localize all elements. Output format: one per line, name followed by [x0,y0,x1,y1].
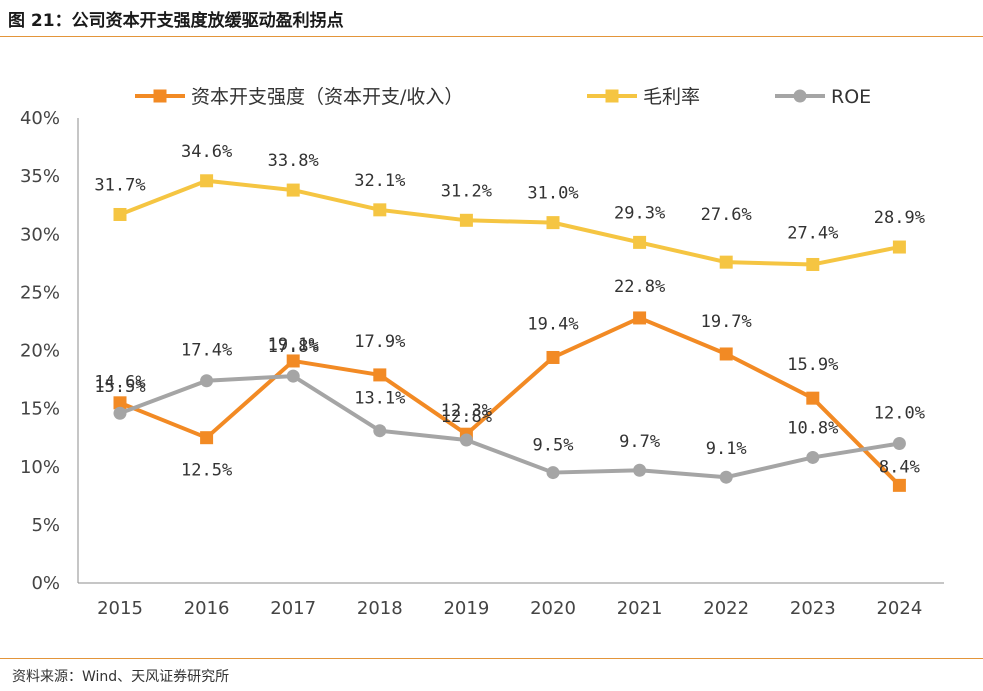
x-tick-label: 2016 [184,598,230,619]
legend-swatch-marker [153,89,167,103]
capex-intensity-point [200,431,214,445]
x-tick-label: 2024 [876,598,922,619]
x-tick-label: 2022 [703,598,749,619]
x-tick-label: 2019 [443,598,489,619]
capex-intensity-data-label: 17.9% [354,332,405,352]
roe-data-label: 12.0% [874,404,925,424]
source-note: 资料来源：Wind、天风证券研究所 [12,669,230,685]
y-tick-label: 20% [20,341,60,362]
capex-intensity-point [892,478,906,492]
roe-point [806,450,820,464]
capex-intensity-point [633,311,647,325]
roe-data-label: 14.6% [94,372,145,392]
capex-intensity-point [719,347,733,361]
capex-intensity-data-label: 12.8% [441,407,492,427]
capex-intensity-point [546,350,560,364]
gross-margin-point [546,216,560,230]
roe-point [459,433,473,447]
x-tick-label: 2018 [357,598,403,619]
roe-point [892,437,906,450]
y-tick-label: 25% [20,282,60,303]
line-chart: 0% 5% 10% 15% 20% 25% 30% 35% 40% 2015 2016 2017 201… [20,86,944,619]
y-tick-label: 15% [20,399,60,420]
legend-label: 资本开支强度（资本开支/收入） [191,86,463,108]
roe-point [546,466,560,480]
capex-intensity-point [286,354,300,368]
capex-intensity-data-label: 19.7% [701,312,752,332]
gross-margin-point [892,240,906,254]
roe-data-label: 12.3% [441,401,492,421]
gross-margin-data-label: 31.7% [94,175,145,195]
gross-margin-point [806,257,820,271]
gross-margin-point [113,207,127,221]
gross-margin-point [373,203,387,217]
x-tick-label: 2017 [270,598,316,619]
legend-label: 毛利率 [643,86,700,108]
roe-data-label: 9.7% [619,432,660,452]
roe-point [286,369,300,383]
legend-label: ROE [831,86,871,108]
roe-point [113,406,127,420]
roe-point [633,463,647,477]
capex-intensity-point [373,368,387,382]
capex-intensity-data-label: 19.4% [527,314,578,334]
x-tick-label: 2015 [97,598,143,619]
gross-margin-data-label: 28.9% [874,208,925,228]
roe-point [200,374,214,388]
capex-intensity-data-label: 22.8% [614,277,665,297]
capex-intensity-data-label: 19.1% [268,335,319,355]
roe-data-label: 10.8% [787,418,838,438]
footer-divider [0,658,983,659]
y-tick-label: 35% [20,166,60,187]
roe-data-label: 13.1% [354,389,405,409]
legend-swatch-marker [605,89,619,103]
capex-intensity-data-label: 15.9% [787,355,838,375]
gross-margin-data-label: 27.4% [787,223,838,243]
roe-data-label: 17.8% [268,337,319,357]
gross-margin-point [633,235,647,249]
capex-intensity-point [806,391,820,405]
capex-intensity-data-label: 15.5% [94,377,145,397]
gross-margin-data-label: 29.3% [614,203,665,223]
x-tick-label: 2023 [790,598,836,619]
gross-margin-point [719,255,733,269]
gross-margin-data-label: 27.6% [701,205,752,225]
roe-data-label: 9.5% [533,436,574,456]
x-tick-label: 2020 [530,598,576,619]
gross-margin-point [286,183,300,197]
header-divider [0,36,983,37]
roe-point [373,424,387,438]
roe-point [719,470,733,484]
roe-data-label: 17.4% [181,341,232,361]
gross-margin-data-label: 33.8% [268,151,319,171]
y-tick-label: 40% [20,108,60,129]
capex-intensity-line [119,315,901,487]
y-tick-label: 30% [20,224,60,245]
x-tick-label: 2021 [617,598,663,619]
capex-intensity-data-label: 8.4% [879,457,920,477]
capex-intensity-point [113,396,127,410]
gross-margin-data-label: 31.2% [441,181,492,201]
gross-margin-data-label: 31.0% [527,184,578,204]
y-tick-label: 0% [31,573,60,594]
legend-swatch-marker [793,89,807,103]
y-tick-label: 5% [31,515,60,536]
gross-margin-data-label: 32.1% [354,171,405,191]
roe-line [119,374,900,480]
roe-data-label: 9.1% [706,439,747,459]
capex-intensity-data-label: 12.5% [181,461,232,481]
gross-margin-line [119,178,900,267]
y-tick-label: 10% [20,457,60,478]
gross-margin-data-label: 34.6% [181,142,232,162]
chart-title: 图 21：公司资本开支强度放缓驱动盈利拐点 [8,11,344,31]
gross-margin-point [200,174,214,188]
gross-margin-point [459,213,473,227]
